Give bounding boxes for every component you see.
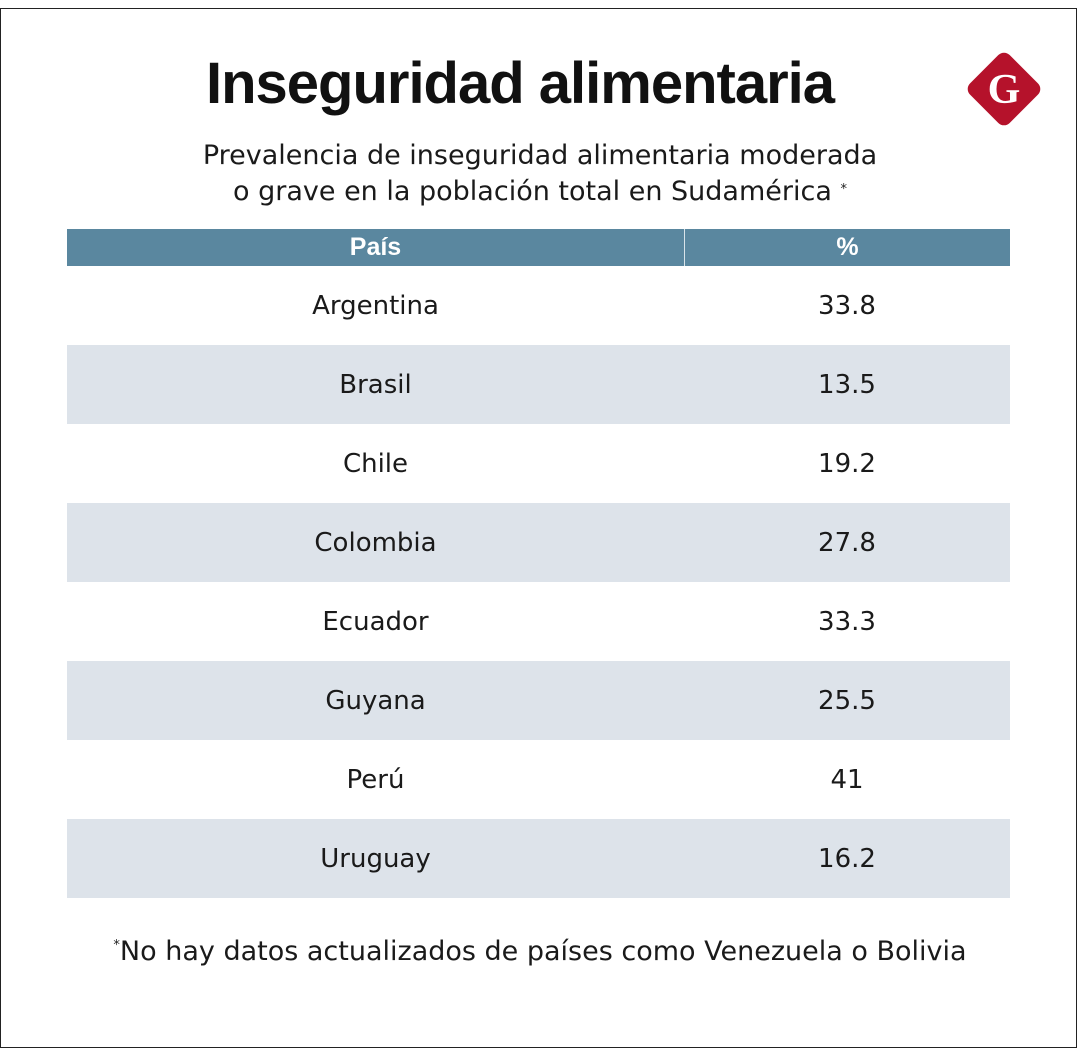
country-cell: Perú — [346, 764, 405, 795]
percent-cell: 16.2 — [818, 843, 876, 874]
country-cell: Chile — [342, 448, 409, 479]
subtitle-line-2: o grave en la población total en Sudamér… — [0, 174, 1080, 210]
footnote-asterisk: * — [113, 938, 120, 953]
country-cell: Brasil — [339, 369, 412, 400]
table-row: Ecuador 33.3 — [67, 582, 1010, 661]
brand-logo-letter: G — [988, 67, 1021, 113]
table-row: Argentina 33.8 — [67, 266, 1010, 345]
table-row: Chile 19.2 — [67, 424, 1010, 503]
table-row: Guyana 25.5 — [67, 661, 1010, 740]
percent-cell: 33.3 — [818, 606, 876, 637]
footnote: *No hay datos actualizados de países com… — [0, 936, 1080, 967]
subtitle-line-2-text: o grave en la población total en Sudamér… — [233, 176, 832, 207]
table-row: Brasil 13.5 — [67, 345, 1010, 424]
subtitle-asterisk: * — [840, 182, 847, 197]
percent-cell: 41 — [830, 764, 864, 795]
table-body: Argentina 33.8 Brasil 13.5 Chile 19.2 Colombia… — [67, 266, 1010, 898]
table-header: País % — [67, 229, 1010, 266]
percent-cell: 13.5 — [818, 369, 876, 400]
data-table: País % Argentina 33.8 Brasil 13.5 Chile 19.2 C… — [67, 229, 1010, 898]
country-cell: Uruguay — [320, 843, 431, 874]
brand-logo: G — [967, 52, 1041, 126]
table-row: Colombia 27.8 — [67, 503, 1010, 582]
table-row: Uruguay 16.2 — [67, 819, 1010, 898]
country-cell: Colombia — [314, 527, 437, 558]
country-cell: Ecuador — [322, 606, 429, 637]
table-row: Perú 41 — [67, 740, 1010, 819]
country-cell: Guyana — [325, 685, 426, 716]
percent-cell: 19.2 — [818, 448, 876, 479]
percent-cell: 33.8 — [818, 290, 876, 321]
subtitle: Prevalencia de inseguridad alimentaria m… — [0, 138, 1080, 210]
percent-cell: 25.5 — [818, 685, 876, 716]
percent-cell: 27.8 — [818, 527, 876, 558]
header-percent: % — [836, 233, 859, 261]
header-country: País — [67, 229, 685, 266]
country-cell: Argentina — [312, 290, 439, 321]
page-title: Inseguridad alimentaria — [205, 51, 835, 116]
footnote-text: No hay datos actualizados de países como… — [119, 936, 967, 967]
subtitle-line-1: Prevalencia de inseguridad alimentaria m… — [202, 140, 878, 171]
